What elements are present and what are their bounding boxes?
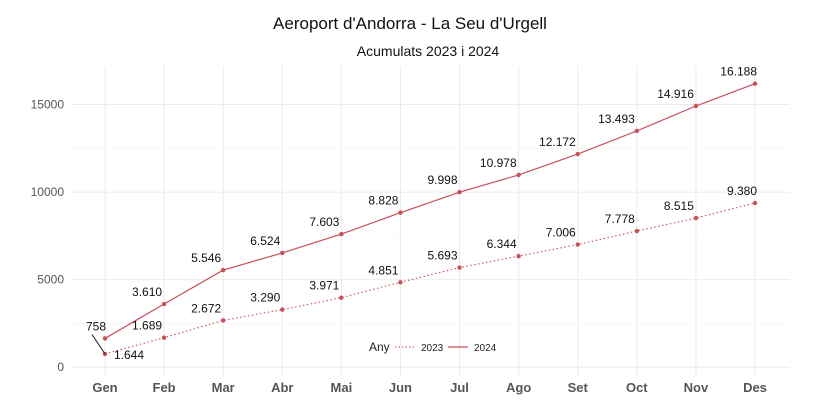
data-label-2024: 13.493: [598, 112, 635, 126]
data-label-2023: 8.515: [664, 199, 694, 213]
data-label-2024: 6.524: [250, 234, 280, 248]
x-tick-label: Ago: [506, 380, 531, 395]
x-tick-label: Oct: [626, 380, 648, 395]
data-point-2024: [102, 336, 108, 341]
data-point-2023: [752, 200, 758, 206]
x-tick-label: Des: [743, 380, 767, 395]
series: [102, 81, 758, 357]
x-tick-label: Jun: [389, 380, 412, 395]
data-point-2024: [634, 128, 640, 134]
data-label-2024: 1.644: [114, 348, 144, 362]
y-tick-label: 0: [57, 360, 64, 374]
legend: Any 2023 2024: [369, 340, 497, 354]
data-label-2023: 4.851: [368, 263, 398, 277]
data-point-2024: [280, 250, 285, 256]
data-point-2023: [280, 307, 285, 312]
x-tick-label: Feb: [153, 380, 176, 395]
x-tick-label: Gen: [92, 380, 117, 395]
data-point-2024: [752, 81, 758, 86]
x-tick-label: Abr: [271, 380, 293, 395]
data-point-2024: [398, 210, 403, 215]
data-point-2024: [575, 151, 580, 157]
data-label-2023: 7.778: [605, 212, 635, 226]
data-point-2023: [161, 335, 167, 340]
data-label-2024: 9.998: [428, 173, 458, 187]
chart-title: Aeroport d'Andorra - La Seu d'Urgell: [273, 14, 547, 33]
y-tick-label: 10000: [31, 185, 65, 199]
data-label-2024: 8.828: [368, 194, 398, 208]
data-labels: 758 1.689 2.672 3.290 3.971 4.851 5.693 6.344 7.…: [86, 65, 757, 362]
x-tick-label: Mar: [212, 380, 235, 395]
data-point-2023: [693, 215, 699, 221]
x-tick-label: Set: [568, 380, 589, 395]
series-line-2024: [104, 83, 756, 339]
data-label-2023: 2.672: [191, 301, 221, 315]
data-point-2023: [398, 280, 403, 285]
data-label-2024: 16.188: [720, 65, 757, 79]
grid: [72, 66, 790, 376]
data-label-2023: 6.344: [487, 237, 517, 251]
data-point-2024: [693, 103, 699, 109]
label-leader-line: [91, 334, 106, 355]
data-point-2023: [220, 318, 226, 323]
data-label-2023: 9.380: [727, 184, 757, 198]
data-label-2024: 3.610: [132, 285, 162, 299]
x-tick-label: Jul: [450, 380, 469, 395]
data-label-2024: 7.603: [309, 215, 339, 229]
y-tick-label: 5000: [37, 273, 64, 287]
data-point-2024: [339, 231, 344, 237]
data-label-2023: 3.290: [250, 291, 280, 305]
data-label-2023: 7.006: [546, 226, 576, 240]
data-label-2023: 5.693: [428, 249, 458, 263]
data-point-2024: [516, 172, 521, 178]
series-line-2023: [104, 202, 756, 355]
data-point-2023: [339, 295, 344, 300]
data-label-2024: 5.546: [191, 251, 221, 265]
data-label-2023: 758: [86, 319, 106, 333]
data-point-2023: [575, 242, 580, 247]
x-tick-label: Nov: [684, 380, 709, 395]
data-point-2024: [161, 301, 167, 307]
x-tick-label: Mai: [331, 380, 353, 395]
data-label-2023: 3.971: [309, 279, 339, 293]
data-point-2023: [634, 228, 640, 234]
chart-subtitle: Acumulats 2023 i 2024: [357, 43, 500, 59]
axes: 0 5000 10000 15000 Gen Feb Mar Abr Mai Jun Jul Ago S…: [31, 98, 767, 395]
data-point-2024: [457, 189, 462, 195]
data-point-2023: [457, 265, 462, 270]
data-label-2024: 12.172: [539, 135, 576, 149]
legend-label-2023: 2023: [421, 343, 444, 354]
data-label-2023: 1.689: [132, 319, 162, 333]
data-point-2024: [220, 267, 226, 273]
y-tick-label: 15000: [31, 98, 65, 112]
legend-label-2024: 2024: [474, 343, 497, 354]
legend-title: Any: [369, 340, 390, 354]
data-point-2023: [516, 253, 521, 259]
data-label-2024: 10.978: [480, 156, 517, 170]
data-label-2024: 14.916: [657, 87, 694, 101]
